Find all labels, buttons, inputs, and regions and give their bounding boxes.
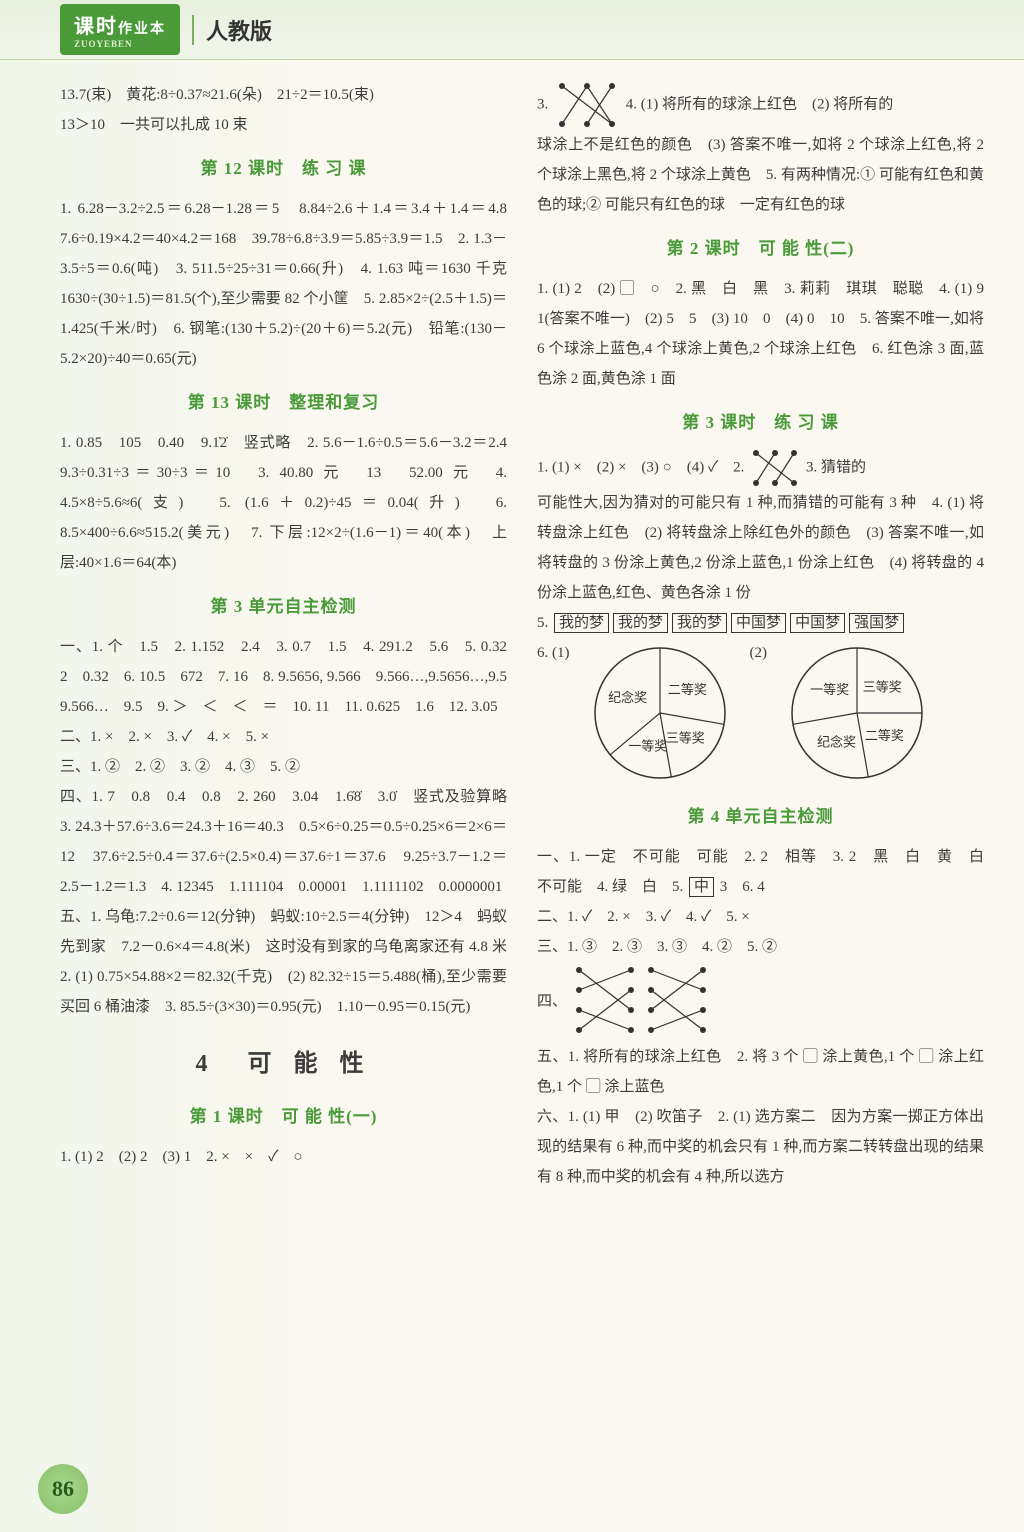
- chapter4-title: 4 可 能 性: [60, 1040, 507, 1088]
- q5-box: 我的梦: [613, 613, 668, 633]
- ke3-q5: 5. 我的梦我的梦我的梦中国梦中国梦强国梦: [537, 608, 984, 638]
- sec12-title: 第 12 课时 练 习 课: [60, 152, 507, 186]
- ke3-body: 可能性大,因为猜对的可能只有 1 种,而猜错的可能有 3 种 4. (1) 将转…: [537, 488, 984, 608]
- unit4-title: 第 4 单元自主检测: [537, 800, 984, 834]
- svg-text:二等奖: 二等奖: [865, 728, 904, 743]
- ke2-body: 1. (1) 2 (2) ▢ ○ 2. 黑 白 黑 3. 莉莉 琪琪 聪聪 4.…: [537, 274, 984, 394]
- content-area: 13.7(束) 黄花:8÷0.37≈21.6(朵) 21÷2＝10.5(束) 1…: [0, 60, 1024, 1212]
- ke3-q6-label1: 6. (1): [537, 638, 570, 668]
- logo-main-text: 课时: [74, 16, 118, 38]
- ke1-title: 第 1 课时 可 能 性(一): [60, 1100, 507, 1134]
- ke3-q6-row: 6. (1) 二等奖三等奖一等奖纪念奖 (2) 三等奖二等奖纪念奖一等奖: [537, 638, 984, 788]
- ke2-title: 第 2 课时 可 能 性(二): [537, 232, 984, 266]
- page-header: 课时作业本 ZUOYEBEN 人教版: [0, 0, 1024, 60]
- q3-line: 3. 4. (1) 将所有的球涂上红色 (2) 将所有的: [537, 80, 984, 130]
- edition-label: 人教版: [206, 14, 272, 46]
- pie-chart-1: 二等奖三等奖一等奖 纪念奖: [580, 638, 740, 788]
- q5-box: 我的梦: [672, 613, 727, 633]
- unit3-title: 第 3 单元自主检测: [60, 590, 507, 624]
- svg-text:纪念奖: 纪念奖: [817, 734, 856, 749]
- unit4-p1: 一、1. 一定 不可能 可能 2. 2 相等 3. 2 黑 白 黄 白 不可能 …: [537, 842, 984, 902]
- q5-box: 中国梦: [790, 613, 845, 633]
- header-divider: [192, 15, 194, 45]
- intro-line-1: 13.7(束) 黄花:8÷0.37≈21.6(朵) 21÷2＝10.5(束): [60, 80, 507, 110]
- logo-badge: 课时作业本 ZUOYEBEN: [60, 4, 180, 55]
- logo-sub-text: ZUOYEBEN: [74, 39, 166, 49]
- svg-text:三等奖: 三等奖: [665, 730, 704, 745]
- unit4-p4-prefix: 四、: [537, 993, 567, 1009]
- sec12-body: 1. 6.28－3.2÷2.5＝6.28－1.28＝5 8.84÷2.6＋1.4…: [60, 194, 507, 374]
- ke3-line1: 1. (1) × (2) × (3) ○ (4) ✓ 2. 3. 猜错的: [537, 448, 984, 488]
- ke3-q6-label2: (2): [750, 638, 768, 668]
- right-column: 3. 4. (1) 将所有的球涂上红色 (2) 将所有的 球涂上不是红色的颜色 …: [537, 80, 984, 1192]
- cross-diagram-3: [571, 962, 711, 1042]
- ke3-line1-b: 3. 猜错的: [806, 459, 866, 475]
- page-number-badge: 86: [38, 1464, 88, 1514]
- ke3-q5-prefix: 5.: [537, 615, 548, 631]
- q3-prefix: 3.: [537, 96, 548, 112]
- unit4-p4: 四、: [537, 962, 984, 1042]
- sec13-title: 第 13 课时 整理和复习: [60, 386, 507, 420]
- unit3-p1: 一、1. 个 1.5 2. 1.152 2.4 3. 0.7 1.5 4. 29…: [60, 632, 507, 722]
- q5-box: 我的梦: [554, 613, 609, 633]
- pie-chart-2: 三等奖二等奖纪念奖 一等奖: [777, 638, 937, 788]
- svg-text:纪念奖: 纪念奖: [608, 690, 647, 705]
- unit4-p1-text: 一、1. 一定 不可能 可能 2. 2 相等 3. 2 黑 白 黄 白 不可能 …: [537, 849, 999, 895]
- unit3-p3: 三、1. ② 2. ② 3. ② 4. ③ 5. ②: [60, 752, 507, 782]
- q3-suffix: 4. (1) 将所有的球涂上红色 (2) 将所有的: [626, 96, 893, 112]
- unit4-p5: 五、1. 将所有的球涂上红色 2. 将 3 个 ▢ 涂上黄色,1 个 ▢ 涂上红…: [537, 1042, 984, 1102]
- q5-box: 中国梦: [731, 613, 786, 633]
- q3-cont: 球涂上不是红色的颜色 (3) 答案不唯一,如将 2 个球涂上红色,将 2 个球涂…: [537, 130, 984, 220]
- page-number: 86: [52, 1476, 74, 1502]
- logo-side-text: 作业本: [118, 22, 166, 37]
- left-column: 13.7(束) 黄花:8÷0.37≈21.6(朵) 21÷2＝10.5(束) 1…: [60, 80, 507, 1192]
- unit4-p1-box: 中: [689, 877, 714, 897]
- unit4-p1-tail: 3 6. 4: [720, 879, 765, 895]
- sec13-body: 1. 0.85 105 0.40 9.1̇2̇ 竖式略 2. 5.6－1.6÷0…: [60, 428, 507, 578]
- unit4-p3: 三、1. ③ 2. ③ 3. ③ 4. ② 5. ②: [537, 932, 984, 962]
- cross-diagram-1: [552, 80, 622, 130]
- svg-text:三等奖: 三等奖: [863, 680, 902, 695]
- ke3-line1-a: 1. (1) × (2) × (3) ○ (4) ✓ 2.: [537, 459, 744, 475]
- unit3-p5: 五、1. 乌龟:7.2÷0.6＝12(分钟) 蚂蚁:10÷2.5＝4(分钟) 1…: [60, 902, 507, 1022]
- ke3-title: 第 3 课时 练 习 课: [537, 406, 984, 440]
- cross-diagram-2: [748, 448, 802, 488]
- intro-line-2: 13＞10 一共可以扎成 10 束: [60, 110, 507, 140]
- q5-box: 强国梦: [849, 613, 904, 633]
- unit4-p2: 二、1. ✓ 2. × 3. ✓ 4. ✓ 5. ×: [537, 902, 984, 932]
- unit3-p4: 四、1. 7 0.8 0.4 0.8 2. 260 3.04 1.6̇8̇ 3.…: [60, 782, 507, 902]
- unit4-p6: 六、1. (1) 甲 (2) 吹笛子 2. (1) 选方案二 因为方案一掷正方体…: [537, 1102, 984, 1192]
- svg-text:一等奖: 一等奖: [628, 739, 667, 754]
- unit3-p2: 二、1. × 2. × 3. ✓ 4. × 5. ×: [60, 722, 507, 752]
- svg-text:一等奖: 一等奖: [810, 682, 849, 697]
- svg-text:二等奖: 二等奖: [667, 682, 706, 697]
- ke1-body: 1. (1) 2 (2) 2 (3) 1 2. × × ✓ ○: [60, 1142, 507, 1172]
